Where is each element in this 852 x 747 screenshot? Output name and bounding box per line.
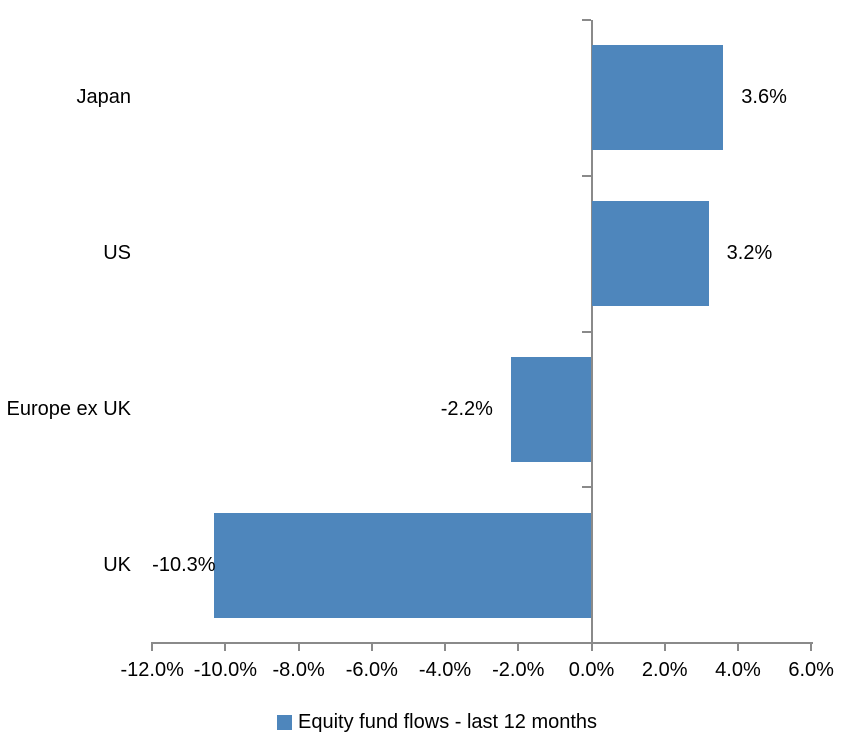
x-axis-line bbox=[151, 642, 814, 644]
x-axis-tick bbox=[224, 643, 227, 651]
x-tick-label: -2.0% bbox=[492, 659, 545, 681]
x-axis-tick bbox=[736, 643, 739, 651]
x-axis-tick bbox=[663, 643, 666, 651]
y-axis-tick bbox=[581, 486, 591, 489]
legend-label: Equity fund flows - last 12 months bbox=[298, 710, 598, 733]
x-axis-tick bbox=[444, 643, 447, 651]
x-tick-label: 4.0% bbox=[715, 659, 761, 681]
data-label-europe-ex-uk: -2.2% bbox=[440, 397, 493, 420]
x-tick-label: -4.0% bbox=[418, 659, 472, 681]
x-axis-tick bbox=[810, 643, 813, 651]
x-tick-label: -10.0% bbox=[193, 659, 258, 681]
bar-japan bbox=[591, 45, 724, 151]
category-label-uk: UK bbox=[103, 553, 131, 576]
x-axis-tick bbox=[151, 643, 154, 651]
x-tick-label: -6.0% bbox=[345, 659, 398, 681]
data-label-us: 3.2% bbox=[726, 242, 773, 265]
legend-color-swatch bbox=[277, 714, 292, 730]
category-label-us: US bbox=[103, 242, 131, 265]
x-axis-tick bbox=[370, 643, 373, 651]
x-tick-label: -12.0% bbox=[120, 659, 184, 681]
bar-uk bbox=[214, 512, 592, 618]
bar-europe-ex-uk bbox=[510, 356, 592, 462]
x-axis-tick bbox=[590, 643, 593, 651]
y-axis-tick bbox=[581, 330, 591, 333]
data-label-uk: -10.3% bbox=[152, 553, 216, 576]
chart-legend: Equity fund flows - last 12 months bbox=[277, 710, 597, 734]
bar-us bbox=[591, 201, 709, 307]
x-tick-label: -8.0% bbox=[272, 659, 325, 681]
category-label-japan: Japan bbox=[76, 86, 132, 109]
y-axis-tick bbox=[581, 19, 591, 21]
data-label-japan: 3.6% bbox=[741, 86, 787, 109]
y-axis-tick bbox=[581, 174, 591, 177]
x-tick-label: 0.0% bbox=[568, 659, 615, 681]
x-tick-label: 2.0% bbox=[641, 659, 688, 681]
x-tick-label: 6.0% bbox=[788, 659, 834, 681]
x-axis-tick bbox=[297, 643, 300, 651]
x-axis-tick bbox=[517, 643, 520, 651]
y-axis-line bbox=[590, 20, 593, 643]
category-label-europe-ex-uk: Europe ex UK bbox=[6, 397, 131, 420]
